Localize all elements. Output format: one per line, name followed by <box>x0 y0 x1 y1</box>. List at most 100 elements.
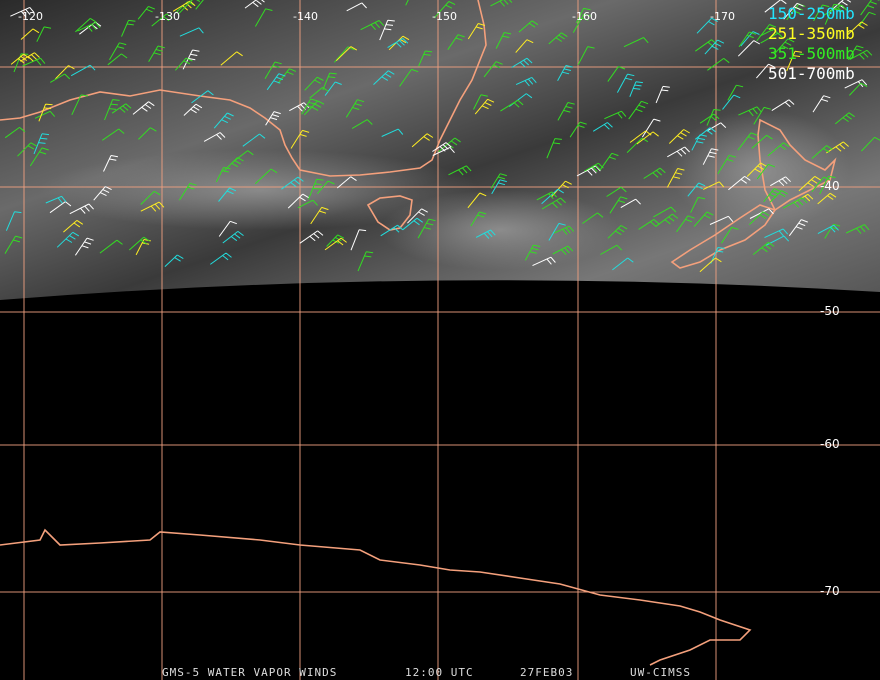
wind-barb <box>417 218 436 239</box>
wind-barb <box>812 95 831 113</box>
wind-barb <box>541 188 564 205</box>
wind-barb <box>447 34 465 50</box>
wind-barb <box>299 230 324 244</box>
wind-barb <box>727 84 744 101</box>
wind-barb <box>600 244 623 255</box>
wind-barb <box>786 50 802 72</box>
wind-barb <box>541 197 566 210</box>
wind-barb <box>707 57 730 71</box>
wind-barb <box>553 225 575 235</box>
wind-barb <box>782 197 808 209</box>
wind-barb <box>210 252 232 265</box>
wind-barb <box>668 129 690 144</box>
wind-barb <box>195 0 204 10</box>
wind-barb <box>687 182 706 197</box>
wind-barb <box>704 39 725 55</box>
wind-barb <box>737 40 761 57</box>
wind-barb <box>760 32 784 44</box>
moisture-band <box>670 110 850 230</box>
wind-barb <box>50 73 71 83</box>
wind-barb <box>36 26 52 42</box>
longitude-label: -150 <box>432 10 457 23</box>
longitude-label: -140 <box>293 10 318 23</box>
wind-barb <box>232 150 254 163</box>
wind-barb <box>860 0 880 16</box>
wind-barb <box>474 98 495 115</box>
wind-barb <box>475 229 496 239</box>
wind-barb <box>819 175 836 195</box>
wind-barb <box>104 99 120 121</box>
wind-barb <box>491 179 507 195</box>
wind-barb <box>264 61 282 80</box>
wind-barb <box>738 31 757 48</box>
wind-barb <box>738 106 762 117</box>
wind-barb <box>655 85 670 104</box>
wind-barb <box>788 219 808 236</box>
wind-barb <box>215 167 231 183</box>
wind-barb <box>38 103 53 122</box>
wind-barb <box>655 213 679 228</box>
wind-barb <box>418 50 433 67</box>
latitude-label: -70 <box>820 584 840 598</box>
wind-barb <box>140 190 161 205</box>
wind-barb <box>604 110 627 120</box>
wind-barb <box>470 211 487 227</box>
wind-barb <box>128 236 150 251</box>
new-zealand-north <box>757 118 837 212</box>
wind-barb <box>629 130 652 143</box>
wind-barb <box>244 0 265 9</box>
wind-barb <box>178 182 197 201</box>
wind-barb <box>847 45 864 61</box>
wind-barb <box>411 133 434 148</box>
wind-barb <box>164 254 184 267</box>
wind-barb <box>576 7 591 24</box>
wind-barb <box>817 224 839 235</box>
wind-barb <box>638 218 660 230</box>
wind-barb <box>693 211 714 227</box>
wind-barb <box>546 138 562 159</box>
wind-barb <box>756 163 775 180</box>
wind-barb <box>756 63 776 79</box>
wind-barb <box>34 110 56 119</box>
wind-barb <box>183 103 203 116</box>
wind-barb <box>350 229 367 251</box>
wind-barb <box>20 52 40 62</box>
wind-barb <box>641 118 661 138</box>
wind-barb <box>770 176 791 187</box>
wind-barb <box>764 228 789 239</box>
wind-barb <box>387 37 409 49</box>
wind-barb <box>690 196 706 213</box>
wind-barb <box>351 119 373 129</box>
wind-barb <box>752 241 775 255</box>
wind-barb <box>667 146 690 158</box>
wind-barb <box>811 176 831 193</box>
wind-barb <box>473 94 488 110</box>
wind-barb <box>301 98 318 115</box>
australia-coast <box>0 0 487 177</box>
wind-barb <box>746 162 767 177</box>
wind-barb <box>290 129 310 149</box>
wind-barb <box>111 103 132 114</box>
wind-barb <box>360 20 385 31</box>
wind-barb <box>536 191 557 201</box>
wind-barb <box>763 188 781 203</box>
wind-barb <box>823 4 847 16</box>
wind-barb <box>706 109 721 126</box>
antarctica-coast <box>0 528 752 666</box>
wind-barb <box>612 257 634 271</box>
wind-barb <box>317 180 335 195</box>
wind-barb <box>826 141 849 154</box>
wind-barb <box>75 17 97 33</box>
wind-barb <box>10 53 30 65</box>
wind-barb <box>548 32 568 45</box>
wind-barb <box>324 81 342 96</box>
wind-barb <box>811 145 833 159</box>
wind-barb <box>297 199 318 209</box>
wind-barb <box>223 157 244 171</box>
wind-barb <box>607 66 626 82</box>
wind-barb <box>607 225 628 239</box>
longitude-label: -120 <box>18 10 43 23</box>
wind-barb <box>834 112 855 125</box>
wind-barb <box>77 21 101 32</box>
